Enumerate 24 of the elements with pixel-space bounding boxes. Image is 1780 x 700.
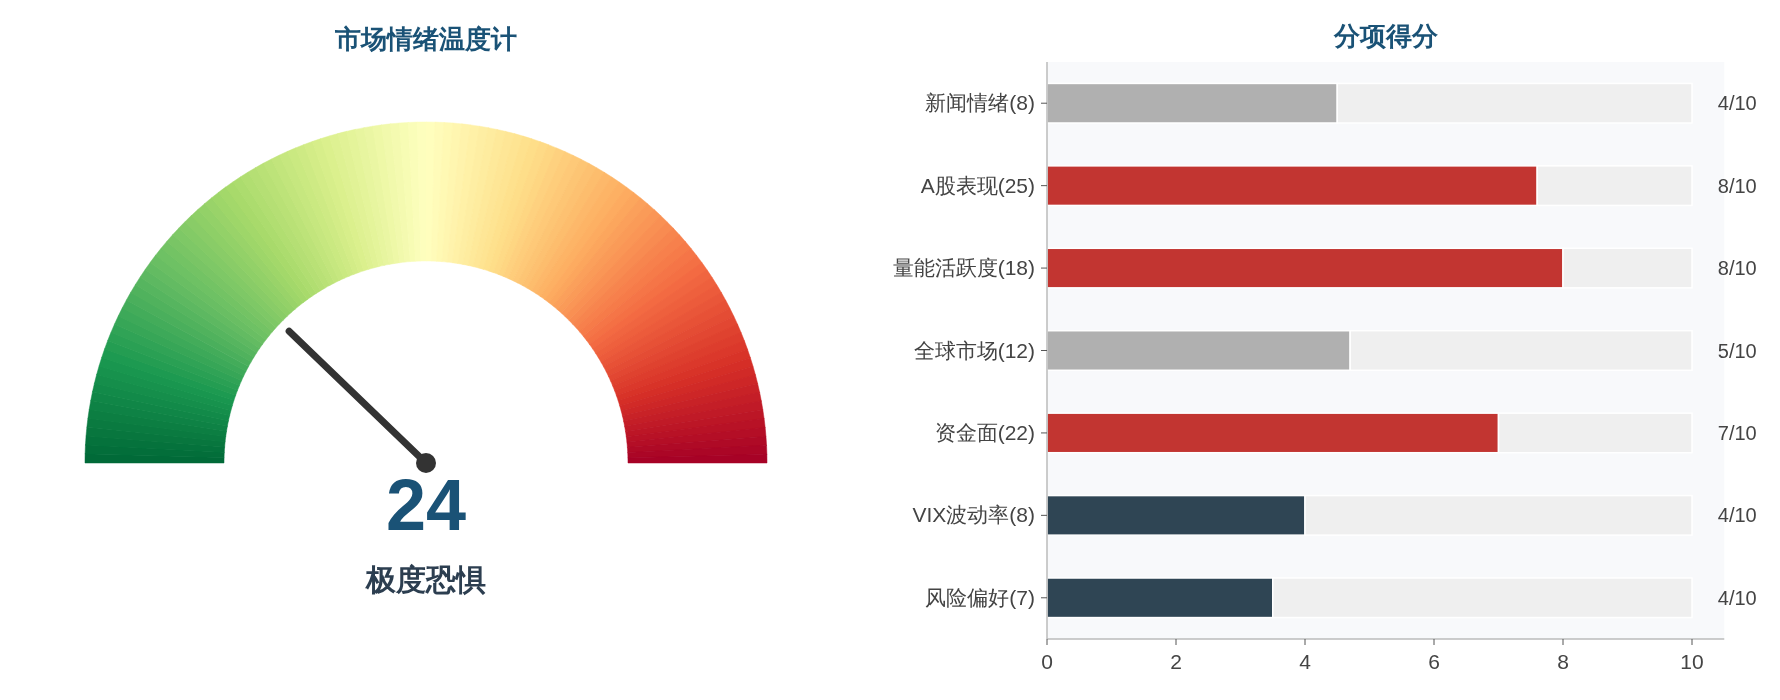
- annotation: 5/10: [1717, 339, 1757, 362]
- x-tick-label: 4: [1299, 650, 1312, 673]
- category-label: 极度恐惧: [365, 563, 486, 596]
- x-tick-label: 2: [1170, 650, 1182, 673]
- x-tick-label: 10: [1680, 650, 1704, 673]
- y-tick-label: 全球市场(12): [913, 338, 1035, 362]
- y-tick-label: 资金面(22): [934, 420, 1035, 444]
- text: 24: [385, 465, 467, 545]
- y-tick-label: A股表现(25): [920, 173, 1035, 197]
- y-tick-label: 新闻情绪(8): [925, 91, 1035, 115]
- x-tick-label: 0: [1041, 650, 1053, 673]
- x-tick-label: 6: [1428, 650, 1440, 673]
- annotation: 8/10: [1717, 174, 1757, 197]
- annotation: 4/10: [1717, 586, 1757, 609]
- annotation: 8/10: [1717, 257, 1757, 280]
- y-tick-label: 风险偏好(7): [925, 585, 1035, 609]
- y-tick-label: VIX波动率(8): [912, 503, 1035, 527]
- annotation: 4/10: [1717, 92, 1757, 115]
- chart-title: 分项得分: [1332, 21, 1439, 51]
- y-tick-label: 量能活跃度(18): [892, 256, 1035, 280]
- annotation: 4/10: [1717, 504, 1757, 527]
- x-tick-label: 8: [1557, 650, 1569, 673]
- text: 市场情绪温度计: [334, 24, 517, 54]
- annotation: 7/10: [1717, 421, 1757, 444]
